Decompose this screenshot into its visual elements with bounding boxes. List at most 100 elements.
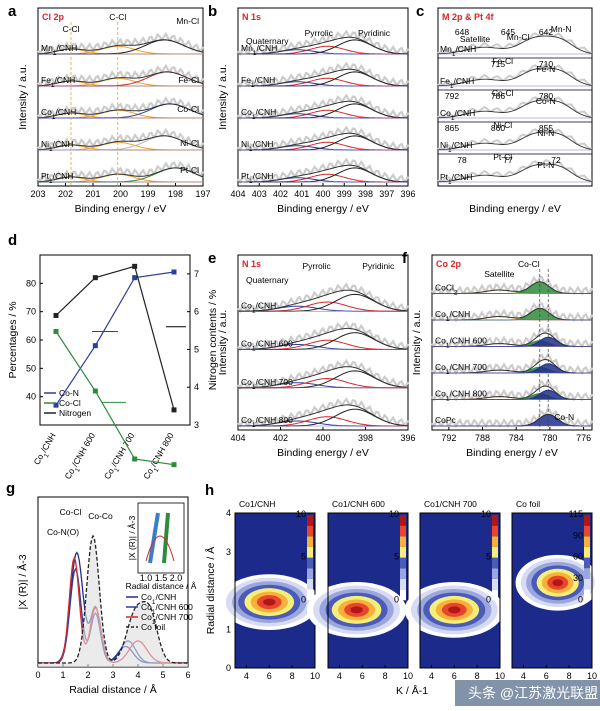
peak-label-pyridinic: Pyridinic xyxy=(358,28,391,38)
sample-label: Co1/CNH xyxy=(435,309,470,323)
colorbar-segment xyxy=(584,589,590,601)
x-tick-label: 398 xyxy=(358,189,373,199)
x-tick-label: 396 xyxy=(400,189,415,199)
peak-label: Mn-Cl xyxy=(176,16,199,26)
peak-label-c-cl: C-Cl xyxy=(109,12,126,22)
x-axis-label: Binding energy / eV xyxy=(469,203,561,215)
energy-tick-label: 792 xyxy=(445,91,459,101)
colorbar-label: 5 xyxy=(301,552,306,562)
colorbar-segment xyxy=(492,557,498,569)
data-point xyxy=(92,343,98,349)
colorbar-segment xyxy=(307,525,313,537)
peak-label-co-n: Co-N xyxy=(554,412,574,422)
legend-label: Co foil xyxy=(141,622,165,632)
peak-label: Co-N xyxy=(536,96,556,106)
x-tick-label: 8 xyxy=(383,671,388,681)
envelope-line xyxy=(37,167,204,183)
envelope-line xyxy=(37,103,204,119)
peak-label: Pt-Cl xyxy=(180,165,199,175)
sample-label: Co1/CNH 600 xyxy=(435,336,487,350)
colorbar-segment xyxy=(492,515,498,526)
x-tick-label: 10 xyxy=(310,671,320,681)
inset-y-label: |X (R)| / Å-3 xyxy=(127,515,137,560)
watermark: 头条 @江苏激光联盟 xyxy=(468,685,598,701)
colorbar-segment xyxy=(492,536,498,547)
colorbar-label: 10 xyxy=(389,509,399,519)
colorbar-segment xyxy=(584,525,590,537)
component-fill xyxy=(432,390,592,400)
x-tick-label: 396 xyxy=(400,433,415,443)
energy-tick-label: 780 xyxy=(539,91,553,101)
inset-curve xyxy=(145,535,175,562)
sample-label: Mn1/CNH xyxy=(440,44,476,58)
y-axis-label: |X (R)| / Å-3 xyxy=(16,554,29,609)
sample-label: Pt1/CNH xyxy=(440,172,472,186)
inset-arrow-down xyxy=(162,512,170,564)
colorbar-label: 0 xyxy=(578,594,583,604)
x-tick-label: 402 xyxy=(273,189,288,199)
colorbar-segment xyxy=(307,578,313,590)
energy-tick-label: 710 xyxy=(539,59,553,69)
sample-label: Co1/CNH 800 xyxy=(241,415,293,429)
raw-data-line xyxy=(237,125,409,153)
envelope-line xyxy=(238,289,409,312)
x-tick-label: 8 xyxy=(567,671,572,681)
x-tick-label: 4 xyxy=(135,670,140,680)
colorbar-segment xyxy=(492,589,498,601)
colorbar-label: 5 xyxy=(486,552,491,562)
peak-label-satellite: Satellite xyxy=(484,269,515,279)
energy-tick-label: 642 xyxy=(539,27,553,37)
x-tick-label: 792 xyxy=(441,433,456,443)
colorbar-segment xyxy=(492,525,498,537)
raw-data-line xyxy=(431,325,594,349)
y-tick-label: 1 xyxy=(226,624,231,634)
inset-tick-label: 2.0 xyxy=(170,573,183,583)
y-axis-label: Radial distance / Å xyxy=(204,547,217,635)
panel-f: f Co 2p 792 788 784 780 776 Binding energy / eV… xyxy=(402,250,594,459)
colorbar-segment xyxy=(307,515,313,526)
y2-tick-label: 6 xyxy=(194,307,199,317)
colorbar-label: 30 xyxy=(573,573,583,583)
map-title: Co foil xyxy=(516,499,540,509)
panel-title: N 1s xyxy=(242,259,261,269)
envelope-line xyxy=(238,36,409,55)
plot-frame xyxy=(37,7,204,187)
map-title: Co1/CNH 600 xyxy=(332,499,385,509)
y-tick-label: 0 xyxy=(226,663,231,673)
panel-label: f xyxy=(402,250,408,267)
peak-label-co-cl: Co-Cl xyxy=(60,507,82,517)
peak-label-co-co: Co-Co xyxy=(88,511,113,521)
map-frame xyxy=(234,512,316,669)
colorbar-label: 10 xyxy=(481,509,491,519)
x-tick-label: 776 xyxy=(576,433,591,443)
sample-label: Co1/CNH xyxy=(241,300,276,314)
x-tick-label: 10 xyxy=(495,671,505,681)
colorbar-label: 10 xyxy=(296,509,306,519)
data-point xyxy=(132,263,138,269)
y-tick-label: 40 xyxy=(26,392,36,402)
sample-label: Co1/CNH 700 xyxy=(435,362,487,376)
peak-label-co-cl: Co-Cl xyxy=(518,259,540,269)
legend-label: Co1/CNH xyxy=(141,592,176,606)
legend-label: Co1/CNH 700 xyxy=(141,612,193,626)
sample-label: Co1/CNH 800 xyxy=(435,389,487,403)
envelope-line xyxy=(238,366,409,389)
component-fill xyxy=(432,308,592,320)
x-tick-label: 6 xyxy=(185,670,190,680)
x-tick-label: 398 xyxy=(358,433,373,443)
x-tick-label: 4 xyxy=(337,671,342,681)
panel-d: d 40 50 60 70 80 3 4 5 6 7 Percentages / % Nitrogen … xyxy=(7,232,219,481)
data-point xyxy=(92,275,98,281)
raw-data-line xyxy=(37,63,204,88)
x-tick-label: 6 xyxy=(544,671,549,681)
y-tick-label: 3 xyxy=(226,547,231,557)
raw-data-line xyxy=(37,31,204,56)
colorbar-segment xyxy=(400,557,406,569)
envelope-line xyxy=(37,71,204,87)
sample-label: Fe1/CNH xyxy=(41,75,75,89)
co-foil-fill xyxy=(38,535,188,667)
envelope-line xyxy=(37,135,204,151)
sample-label: Co1/CNH 600 xyxy=(241,339,293,353)
